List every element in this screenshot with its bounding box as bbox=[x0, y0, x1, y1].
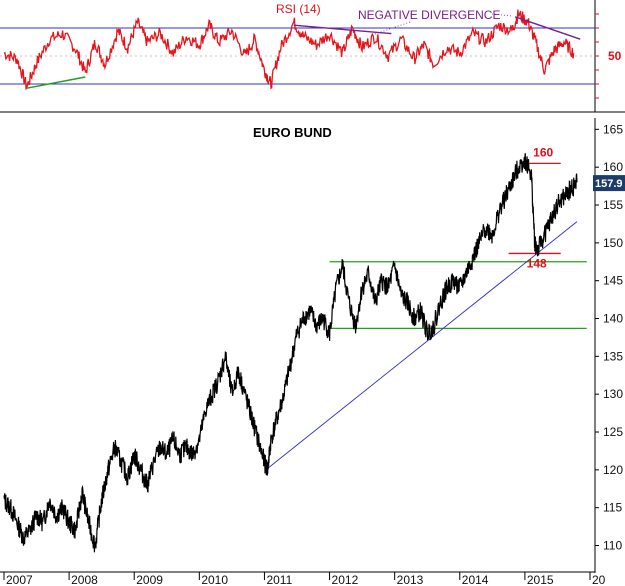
price-y-tick-label-160: 160 bbox=[603, 160, 623, 174]
price-x-tick-label-2009: 2009 bbox=[136, 573, 163, 586]
rsi-title: RSI (14) bbox=[276, 2, 321, 16]
price-y-tick-label-110: 110 bbox=[603, 539, 622, 553]
price-y-tick-label-130: 130 bbox=[603, 387, 623, 401]
price-x-tick-label-2013: 2013 bbox=[397, 573, 424, 586]
price-y-tick-labels: 110 115 120 125 130 135 140 145 150 155 160 165 bbox=[595, 122, 623, 553]
price-y-tick-label-135: 135 bbox=[603, 349, 623, 363]
last-value-badge-text: 157.9 bbox=[595, 178, 623, 190]
price-y-tick-label-140: 140 bbox=[603, 312, 623, 326]
price-line-group bbox=[3, 153, 578, 553]
price-x-tick-label-2015: 2015 bbox=[527, 573, 554, 586]
price-y-tick-label-165: 165 bbox=[603, 122, 623, 136]
rsi-tick-labels: 50 bbox=[595, 13, 622, 99]
price-series-line bbox=[3, 153, 578, 553]
price-trend-line-segment bbox=[267, 221, 578, 469]
rsi-reference-levels bbox=[0, 27, 595, 85]
price-x-tick-label-2014: 2014 bbox=[462, 573, 489, 586]
rsi-divergence-lines bbox=[26, 13, 581, 89]
rsi-annotation-connector-right bbox=[491, 13, 513, 17]
price-level-label-148: 148 bbox=[527, 256, 547, 270]
price-horizontal-levels bbox=[329, 162, 587, 330]
rsi-annotation-connector-left bbox=[374, 21, 411, 35]
price-x-tick-label-2011: 2011 bbox=[266, 573, 292, 586]
price-y-tick-label-155: 155 bbox=[603, 198, 623, 212]
price-y-tick-label-115: 115 bbox=[603, 501, 622, 515]
price-y-tick-label-120: 120 bbox=[603, 463, 623, 477]
price-x-tick-label-2008: 2008 bbox=[71, 573, 98, 586]
rsi-tick-label-50: 50 bbox=[608, 49, 622, 63]
price-x-tick-label-2012: 2012 bbox=[332, 573, 359, 586]
price-x-tick-label-2007: 2007 bbox=[6, 573, 33, 586]
price-y-tick-label-145: 145 bbox=[603, 274, 623, 288]
price-y-tick-label-125: 125 bbox=[603, 425, 623, 439]
price-level-labels: 160 148 bbox=[527, 145, 554, 270]
price-trend-line bbox=[267, 221, 578, 469]
price-title: EURO BUND bbox=[253, 125, 332, 140]
rsi-divergence-line-0 bbox=[293, 24, 392, 35]
rsi-series-line bbox=[3, 9, 575, 91]
price-x-tick-label-2010: 2010 bbox=[201, 573, 228, 586]
price-level-label-160: 160 bbox=[533, 145, 553, 159]
rsi-divergence-line-2 bbox=[26, 76, 86, 89]
last-value-badge-box bbox=[593, 175, 625, 192]
rsi-divergence-line-1 bbox=[514, 16, 581, 40]
rsi-line-group bbox=[3, 9, 575, 91]
price-y-tick-label-150: 150 bbox=[603, 236, 623, 250]
price-panel: 110 115 120 125 130 135 140 145 150 155 160 165 200… bbox=[0, 118, 625, 586]
rsi-panel: 50 RSI (14) NEGATIVE DIVERGENCE bbox=[0, 0, 625, 113]
price-x-tick-label-20: 20 bbox=[592, 573, 606, 586]
rsi-annotation: NEGATIVE DIVERGENCE bbox=[358, 8, 500, 22]
last-value-badge: 157.9 bbox=[593, 175, 625, 192]
price-x-tick-labels: 2007 2008 2009 2010 2011 2012 2013 2014 2015 20 bbox=[3, 572, 606, 586]
